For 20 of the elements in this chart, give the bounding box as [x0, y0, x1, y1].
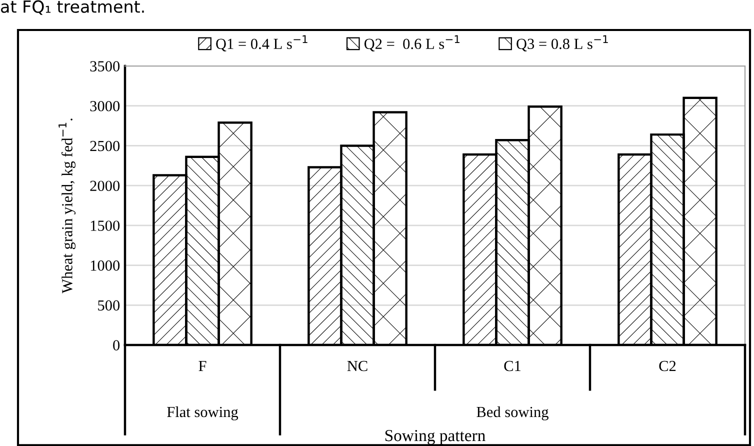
y-axis-title: Wheat grain yield, kg fed$^{−1}$.: [58, 118, 76, 294]
y-tick-label: 1500: [90, 220, 120, 231]
legend-label: Q3 = 0.8 L s$^{−1}$: [516, 35, 608, 52]
x-tick-label: C2: [659, 360, 676, 372]
x-tick-label: F: [198, 360, 206, 371]
x-axis-title: Sowing pattern: [385, 430, 486, 445]
y-tick-label: 1000: [90, 260, 120, 271]
y-tick-label: 0: [113, 340, 120, 350]
text: at FQ₁ treatment.: [1, 0, 144, 15]
x-tick-label: C1: [504, 360, 520, 372]
y-tick-label: 500: [98, 300, 120, 311]
y-tick-label: 2500: [90, 140, 120, 152]
legend-label: Q1 = 0.4 L s$^{−1}$: [216, 35, 308, 52]
y-tick-label: 2000: [90, 180, 120, 192]
y-tick-label: 3000: [90, 101, 120, 112]
text: Bed sowing: [476, 406, 548, 420]
x-tick-label: NC: [347, 360, 368, 372]
text: Flat sowing: [167, 406, 238, 420]
legend-label: Q2 = 0.6 L s$^{−1}$: [364, 35, 460, 52]
y-tick-label: 3500: [90, 61, 120, 72]
